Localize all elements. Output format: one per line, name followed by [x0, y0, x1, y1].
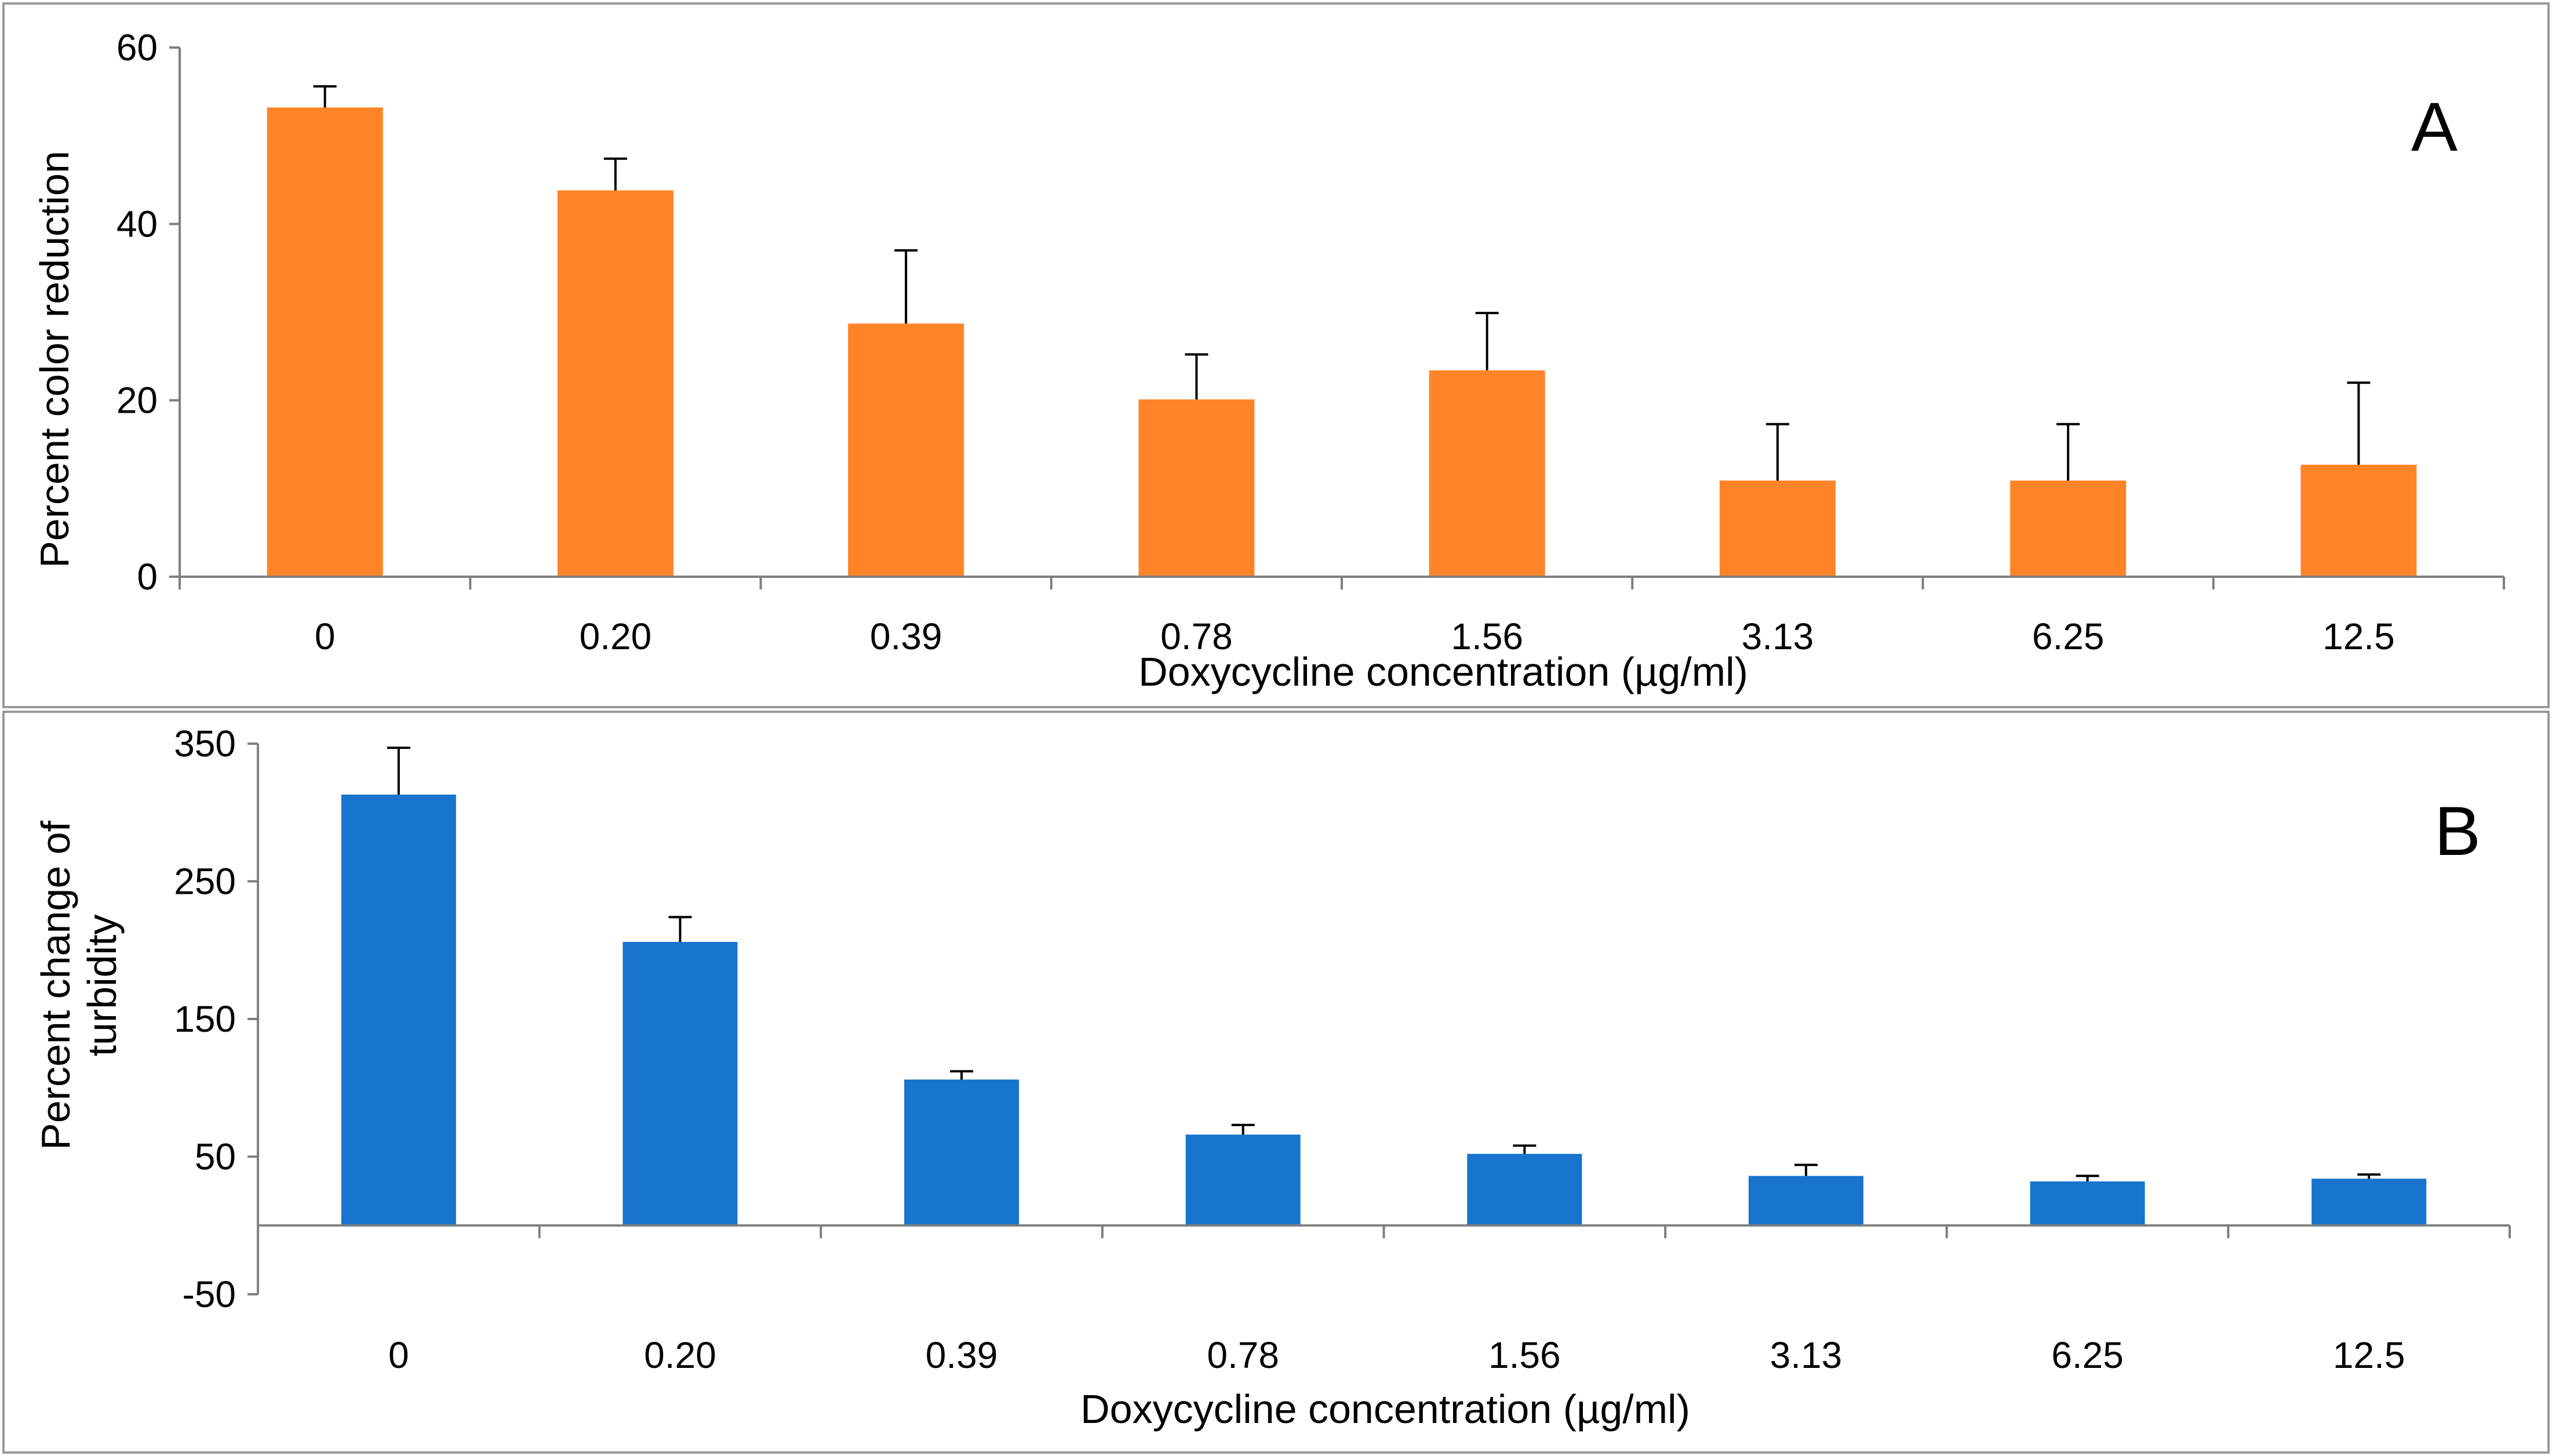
chart-0-bar-0.39	[848, 323, 964, 577]
chart-0-bar-0	[267, 107, 383, 577]
chart-0-x-tick-label: 1.56	[1451, 616, 1523, 657]
chart-0-bar-6.25	[2010, 481, 2127, 577]
chart-0-x-tick-label: 3.13	[1742, 616, 1814, 657]
chart-1-x-tick-label: 1.56	[1488, 1334, 1561, 1376]
chart-1-y-tick-label: -50	[183, 1273, 236, 1315]
chart-0-bar-3.13	[1719, 481, 1836, 577]
chart-1-x-tick-label: 0.39	[926, 1334, 998, 1376]
chart-0-y-tick-label: 20	[117, 380, 158, 421]
panel-a-xlabel: Doxycycline concentration (µg/ml)	[1138, 649, 1748, 694]
chart-0-x-tick-label: 0	[315, 616, 336, 657]
panel-b-ylabel: Percent change ofturbidity	[33, 820, 125, 1150]
panel-b: B Percent change ofturbidity Doxycycline…	[2, 711, 2550, 1454]
chart-0-x-tick-label: 0.20	[580, 616, 652, 657]
chart-1-bar-0.20	[622, 942, 738, 1226]
panel-a: A Percent color reduction Doxycycline co…	[2, 2, 2550, 708]
panel-b-ylabel-line: turbidity	[79, 914, 125, 1056]
chart-1-y-tick-label: 250	[174, 861, 236, 902]
chart-1-bar-0.78	[1185, 1134, 1301, 1226]
panel-a-plot: 0 20 40 60 0 0.20 0.39 0.78 1.56 3.13 6.25 12.5	[117, 27, 2505, 657]
chart-1-x-tick-label: 12.5	[2333, 1334, 2405, 1376]
chart-0-bar-0.20	[557, 190, 674, 577]
chart-1-y-tick-label: 50	[195, 1136, 236, 1178]
chart-0-y-tick-label: 0	[137, 556, 158, 598]
panel-b-letter: B	[2434, 792, 2481, 870]
panel-b-xlabel: Doxycycline concentration (µg/ml)	[1080, 1386, 1690, 1432]
chart-0-x-tick-label: 6.25	[2032, 616, 2105, 657]
chart-1-y-tick-label: 150	[174, 998, 236, 1040]
panel-b-ylabel-line: Percent change of	[33, 820, 78, 1150]
chart-1-x-tick-label: 0.78	[1207, 1334, 1279, 1376]
chart-1-x-tick-label: 0.20	[644, 1334, 716, 1376]
chart-1-bar-3.13	[1748, 1175, 1863, 1226]
chart-1-x-tick-label: 6.25	[2051, 1334, 2124, 1376]
chart-1-x-tick-label: 0	[388, 1334, 409, 1376]
chart-1-x-tick-label: 3.13	[1770, 1334, 1843, 1376]
chart-0-y-tick-label: 60	[117, 27, 158, 68]
chart-0-x-tick-label: 0.78	[1160, 616, 1233, 657]
chart-1-bar-12.5	[2311, 1178, 2427, 1226]
chart-0-y-tick-label: 40	[117, 203, 158, 245]
chart-0-x-tick-label: 12.5	[2322, 616, 2395, 657]
chart-1-y-tick-label: 350	[174, 723, 236, 765]
panel-a-frame	[2, 2, 2550, 708]
chart-1-bar-6.25	[2030, 1181, 2145, 1226]
chart-1-bar-1.56	[1467, 1153, 1582, 1226]
chart-0-bar-0.78	[1138, 399, 1255, 577]
panel-a-letter: A	[2411, 88, 2458, 166]
chart-0-x-tick-label: 0.39	[870, 616, 942, 657]
panel-a-ylabel: Percent color reduction	[32, 151, 77, 568]
panel-b-plot: -50 50 150 250 350 0 0.20 0.39 0.78 1.56 3.13 6.25 1…	[174, 723, 2511, 1376]
chart-0-bar-1.56	[1429, 370, 1545, 577]
chart-0-bar-12.5	[2300, 464, 2417, 577]
chart-1-bar-0	[341, 794, 456, 1226]
chart-1-bar-0.39	[904, 1079, 1020, 1226]
